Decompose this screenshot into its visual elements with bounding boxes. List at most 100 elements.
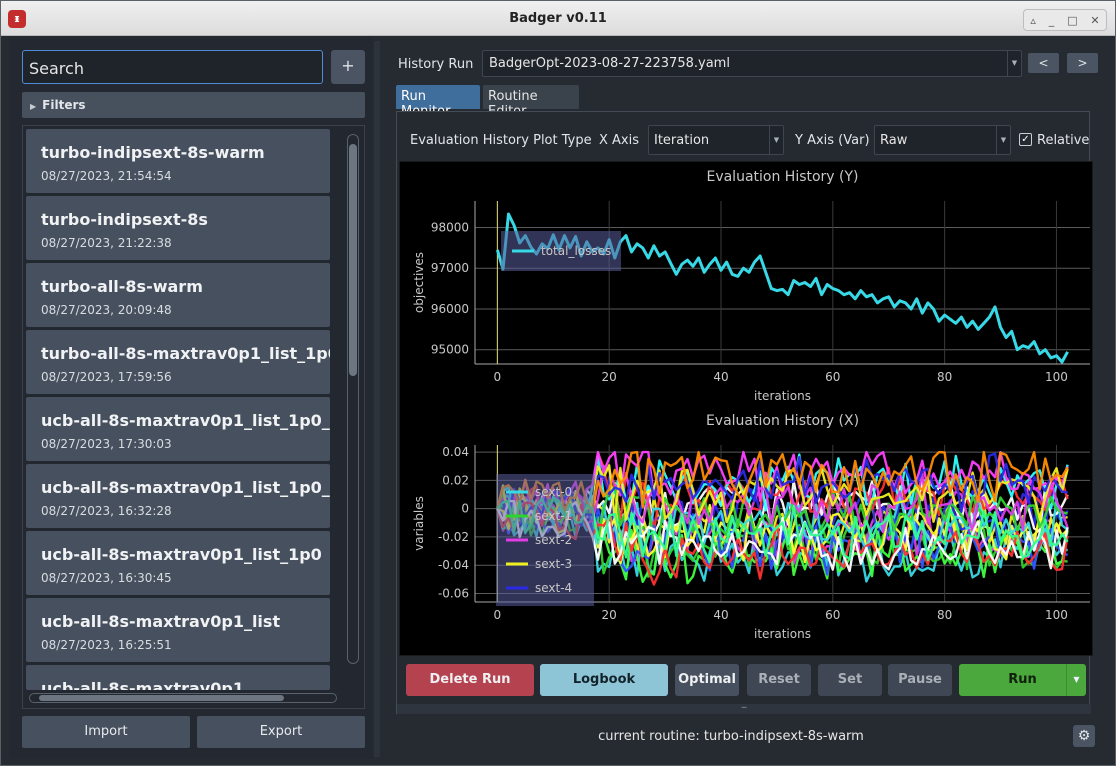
set-button[interactable]: Set <box>818 664 882 696</box>
import-button[interactable]: Import <box>22 716 190 748</box>
x-tick-label: 100 <box>1045 608 1068 622</box>
y-axis-label: objectives <box>412 252 426 313</box>
x-tick-label: 0 <box>494 370 502 384</box>
routine-date: 08/27/2023, 21:22:38 <box>41 236 172 250</box>
routine-item[interactable]: ucb-all-8s-maxtrav0p1_list_1p0_bis 08/27… <box>26 464 330 528</box>
y-tick-label: 98000 <box>431 220 469 234</box>
scrollbar-thumb[interactable] <box>349 144 357 376</box>
panel-splitter[interactable] <box>374 41 380 757</box>
previous-run-button[interactable]: < <box>1028 53 1059 73</box>
tab-routine-editor[interactable]: Routine Editor <box>483 85 579 119</box>
y-tick-label: 0 <box>461 502 469 516</box>
relative-label: Relative <box>1037 133 1090 148</box>
plot-type-label: Evaluation History Plot Type <box>410 133 592 148</box>
routine-item[interactable]: ucb-all-8s-maxtrav0p1 <box>26 665 330 690</box>
evaluation-history-plots[interactable]: 95000 96000 97000 98000 0 20 40 60 80 100 Evaluati… <box>400 162 1092 655</box>
routine-name: turbo-indipsext-8s-warm <box>41 143 265 162</box>
x-tick-label: 100 <box>1045 370 1068 384</box>
bottom-splitter-handle[interactable]: ─ <box>397 704 1091 714</box>
x-tick-label: 20 <box>602 370 617 384</box>
y-axis-select[interactable]: Raw ▼ <box>874 125 1011 155</box>
search-input[interactable]: Search <box>22 50 323 84</box>
legend-label: total_losses <box>541 244 611 258</box>
title-bar: ᵻ Badger v0.11 ▵ _ □ ✕ <box>1 1 1115 36</box>
y-axis-value: Raw <box>880 133 908 148</box>
routine-name: turbo-all-8s-warm <box>41 277 203 296</box>
routine-date: 08/27/2023, 16:32:28 <box>41 504 172 518</box>
pause-button[interactable]: Pause <box>888 664 952 696</box>
list-horizontal-scrollbar[interactable] <box>23 691 343 705</box>
routine-name: ucb-all-8s-maxtrav0p1_list_1p0_bis_w <box>41 411 330 430</box>
add-routine-button[interactable]: + <box>331 50 365 84</box>
routine-date: 08/27/2023, 17:59:56 <box>41 370 172 384</box>
action-bar: Delete Run Logbook Optimal Reset Set Pau… <box>406 664 1086 696</box>
y-tick-label: 0.02 <box>442 473 469 487</box>
x-tick-label: 80 <box>937 608 952 622</box>
x-tick-label: 0 <box>494 608 502 622</box>
history-run-label: History Run <box>398 57 474 72</box>
routine-date: 08/27/2023, 17:30:03 <box>41 437 172 451</box>
legend-label: sext-2 <box>535 533 572 547</box>
plot-title: Evaluation History (Y) <box>706 169 858 185</box>
plot-title: Evaluation History (X) <box>706 413 859 429</box>
x-axis-select[interactable]: Iteration ▼ <box>648 125 784 155</box>
routine-item[interactable]: ucb-all-8s-maxtrav0p1_list 08/27/2023, 1… <box>26 598 330 662</box>
status-text: current routine: turbo-indipsext-8s-warm <box>598 729 864 744</box>
x-tick-label: 40 <box>713 608 728 622</box>
reset-button[interactable]: Reset <box>747 664 811 696</box>
y-tick-label: -0.04 <box>438 558 469 572</box>
routine-item[interactable]: ucb-all-8s-maxtrav0p1_list_1p0_bis_w 08/… <box>26 397 330 461</box>
relative-checkbox[interactable]: ✓ <box>1019 133 1032 146</box>
history-run-select[interactable]: BadgerOpt-2023-08-27-223758.yaml ▼ <box>482 50 1022 77</box>
x-tick-label: 60 <box>825 608 840 622</box>
routine-date: 08/27/2023, 16:25:51 <box>41 638 172 652</box>
logbook-button[interactable]: Logbook <box>540 664 668 696</box>
shade-icon[interactable]: ▵ <box>1030 13 1036 27</box>
legend-label: sext-4 <box>535 581 572 595</box>
chevron-down-icon: ▼ <box>996 126 1010 154</box>
routine-list: turbo-indipsext-8s-warm 08/27/2023, 21:5… <box>22 125 365 709</box>
y-tick-label: -0.06 <box>438 587 469 601</box>
close-icon[interactable]: ✕ <box>1090 13 1100 27</box>
scrollbar-thumb[interactable] <box>39 695 284 701</box>
run-button[interactable]: Run ▼ <box>959 664 1086 696</box>
window-controls: ▵ _ □ ✕ <box>1023 9 1107 31</box>
routine-name: ucb-all-8s-maxtrav0p1_list_1p0_bis <box>41 478 330 497</box>
plot-area[interactable]: 95000 96000 97000 98000 0 20 40 60 80 100 Evaluati… <box>399 161 1093 656</box>
export-button[interactable]: Export <box>197 716 365 748</box>
routine-name: turbo-all-8s-maxtrav0p1_list_1p0 <box>41 344 330 363</box>
run-panel: History Run BadgerOpt-2023-08-27-223758.… <box>381 37 1109 759</box>
maximize-icon[interactable]: □ <box>1067 13 1078 27</box>
y-axis-label: Y Axis (Var) <box>795 133 870 148</box>
routine-name: turbo-indipsext-8s <box>41 210 208 229</box>
list-vertical-scrollbar[interactable] <box>343 126 363 674</box>
y-tick-label: -0.02 <box>438 530 469 544</box>
routine-item[interactable]: ucb-all-8s-maxtrav0p1_list_1p0 08/27/202… <box>26 531 330 595</box>
window-title: Badger v0.11 <box>509 11 607 26</box>
tab-run-monitor[interactable]: Run Monitor <box>396 85 480 119</box>
legend-label: sext-0 <box>535 485 572 499</box>
y-axis-label: variables <box>412 496 426 551</box>
next-run-button[interactable]: > <box>1067 53 1098 73</box>
y-tick-label: 95000 <box>431 343 469 357</box>
delete-run-button[interactable]: Delete Run <box>406 664 534 696</box>
minimize-icon[interactable]: _ <box>1048 13 1055 27</box>
optimal-button[interactable]: Optimal <box>675 664 739 696</box>
routine-item[interactable]: turbo-indipsext-8s 08/27/2023, 21:22:38 <box>26 196 330 260</box>
history-run-value: BadgerOpt-2023-08-27-223758.yaml <box>489 56 730 71</box>
run-options-dropdown[interactable]: ▼ <box>1066 664 1086 696</box>
filters-toggle[interactable]: ▶ Filters <box>22 92 365 118</box>
legend-label: sext-1 <box>535 509 572 523</box>
routine-item[interactable]: turbo-indipsext-8s-warm 08/27/2023, 21:5… <box>26 129 330 193</box>
settings-gear-button[interactable]: ⚙ <box>1073 725 1095 747</box>
x-tick-label: 20 <box>602 608 617 622</box>
legend-label: sext-3 <box>535 557 572 571</box>
routine-date: 08/27/2023, 20:09:48 <box>41 303 172 317</box>
routine-item[interactable]: turbo-all-8s-warm 08/27/2023, 20:09:48 <box>26 263 330 327</box>
x-axis-label: iterations <box>754 627 811 641</box>
x-axis-value: Iteration <box>654 133 710 148</box>
run-monitor-panel: Evaluation History Plot Type X Axis Iter… <box>396 111 1093 714</box>
x-tick-label: 40 <box>713 370 728 384</box>
routine-item[interactable]: turbo-all-8s-maxtrav0p1_list_1p0 08/27/2… <box>26 330 330 394</box>
